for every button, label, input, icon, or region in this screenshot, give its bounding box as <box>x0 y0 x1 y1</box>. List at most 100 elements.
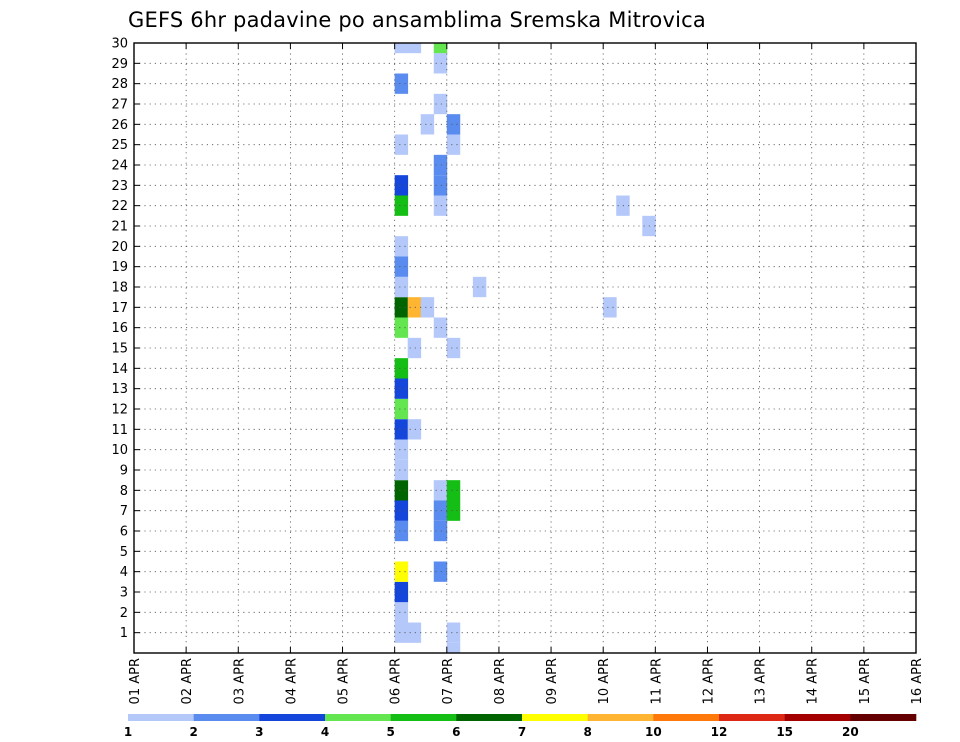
y-tick-label: 1 <box>120 626 128 641</box>
y-tick-label: 2 <box>120 606 128 621</box>
heatmap-cell <box>394 419 409 440</box>
heatmap-cell <box>446 622 461 643</box>
y-tick-label: 30 <box>111 37 128 52</box>
colorbar-swatch <box>325 714 391 721</box>
heatmap-cell <box>394 195 409 216</box>
colorbar-swatch <box>456 714 523 721</box>
colorbar-label: 3 <box>255 725 263 739</box>
x-tick-label: 02 APR <box>180 658 195 704</box>
colorbar-swatch <box>259 714 326 721</box>
y-tick-label: 28 <box>111 77 128 92</box>
heatmap-cell <box>394 398 409 420</box>
heatmap-cell <box>407 622 422 643</box>
heatmap-cell <box>394 256 409 277</box>
heatmap-cell <box>446 480 461 501</box>
heatmap-cell <box>394 480 409 501</box>
colorbar-swatch <box>390 714 457 721</box>
x-tick-label: 07 APR <box>441 658 456 704</box>
heatmap-cell <box>407 419 422 440</box>
heatmap-cell <box>394 520 409 542</box>
heatmap-cell <box>420 114 435 135</box>
heatmap-cell <box>433 175 448 196</box>
y-tick-label: 26 <box>111 118 128 133</box>
heatmap-cell <box>394 43 409 54</box>
colorbar-label: 1 <box>124 725 132 739</box>
y-tick-label: 4 <box>120 565 128 580</box>
heatmap-cell <box>394 602 409 623</box>
x-tick-label: 08 APR <box>493 658 508 704</box>
heatmap-cell <box>394 297 409 318</box>
heatmap-cell <box>433 93 448 115</box>
heatmap-cell <box>394 622 409 643</box>
chart-title: GEFS 6hr padavine po ansamblima Sremska … <box>128 8 706 32</box>
colorbar-label: 5 <box>386 725 394 739</box>
colorbar-label: 20 <box>842 725 859 739</box>
x-tick-label: 11 APR <box>649 658 664 704</box>
y-tick-label: 24 <box>111 159 128 174</box>
colorbar: 1 2 3 4 5 6 7 8 10 12 15 20 <box>124 714 917 739</box>
heatmap-cell <box>433 43 448 54</box>
colorbar-label: 10 <box>645 725 662 739</box>
x-tick-label: 10 APR <box>597 658 612 704</box>
x-tick-label: 09 APR <box>545 658 560 704</box>
colorbar-swatch <box>128 714 194 721</box>
y-tick-label: 3 <box>120 586 128 601</box>
heatmap-cell <box>433 561 448 582</box>
colorbar-swatch <box>193 714 260 721</box>
y-tick-label: 29 <box>111 57 128 72</box>
colorbar-label: 15 <box>776 725 793 739</box>
x-tick-label: 12 APR <box>701 658 716 704</box>
colorbar-swatch <box>719 714 785 721</box>
heatmap-cell <box>472 276 487 298</box>
x-tick-label: 13 APR <box>754 658 769 704</box>
colorbar-swatch <box>587 714 654 721</box>
heatmap-cell <box>446 642 461 653</box>
colorbar-label: 7 <box>518 725 526 739</box>
heatmap-cell <box>433 53 448 74</box>
y-tick-label: 23 <box>111 179 128 194</box>
colorbar-swatch <box>784 714 851 721</box>
y-tick-label: 8 <box>120 484 128 499</box>
heatmap-cell <box>420 297 435 318</box>
y-tick-label: 16 <box>111 321 128 336</box>
heatmap-cell <box>446 134 461 155</box>
x-tick-label: 05 APR <box>337 658 352 704</box>
y-axis-ticks: 1234567891011121314151617181920212223242… <box>111 37 916 641</box>
heatmap-cell <box>433 520 448 542</box>
y-tick-label: 10 <box>111 443 128 458</box>
y-tick-label: 25 <box>111 138 128 153</box>
y-tick-label: 18 <box>111 281 128 296</box>
x-tick-label: 01 APR <box>128 658 143 704</box>
heatmap-cell <box>446 114 461 135</box>
y-tick-label: 27 <box>111 98 128 113</box>
y-tick-label: 9 <box>120 464 128 479</box>
y-tick-label: 5 <box>120 545 128 560</box>
heatmap-cell <box>433 500 448 521</box>
heatmap-cell <box>603 297 617 318</box>
heatmap-cell <box>394 358 409 379</box>
heatmap-cell <box>394 317 409 338</box>
y-tick-label: 19 <box>111 260 128 275</box>
heatmap-cell <box>394 73 409 94</box>
x-tick-label: 14 APR <box>806 658 821 704</box>
heatmap-cell <box>446 500 461 521</box>
y-tick-label: 17 <box>111 301 128 316</box>
x-tick-label: 15 APR <box>858 658 873 704</box>
heatmap-cell <box>394 500 409 521</box>
heatmap-cell <box>394 276 409 298</box>
colorbar-label: 4 <box>321 725 329 739</box>
colorbar-label: 6 <box>452 725 460 739</box>
heatmap-cell <box>407 297 422 318</box>
y-tick-label: 7 <box>120 504 128 519</box>
colorbar-label: 8 <box>583 725 591 739</box>
heatmap-cell <box>407 43 422 54</box>
y-tick-label: 6 <box>120 525 128 540</box>
y-tick-label: 15 <box>111 342 128 357</box>
x-tick-label: 03 APR <box>232 658 247 704</box>
colorbar-label: 2 <box>189 725 197 739</box>
colorbar-swatch <box>522 714 588 721</box>
heatmap-cell <box>433 317 448 338</box>
colorbar-label: 12 <box>711 725 728 739</box>
heatmap-cell <box>394 459 409 481</box>
x-axis-ticks: 01 APR 02 APR 03 APR 04 APR 05 APR 06 APR 07 A… <box>128 43 925 704</box>
